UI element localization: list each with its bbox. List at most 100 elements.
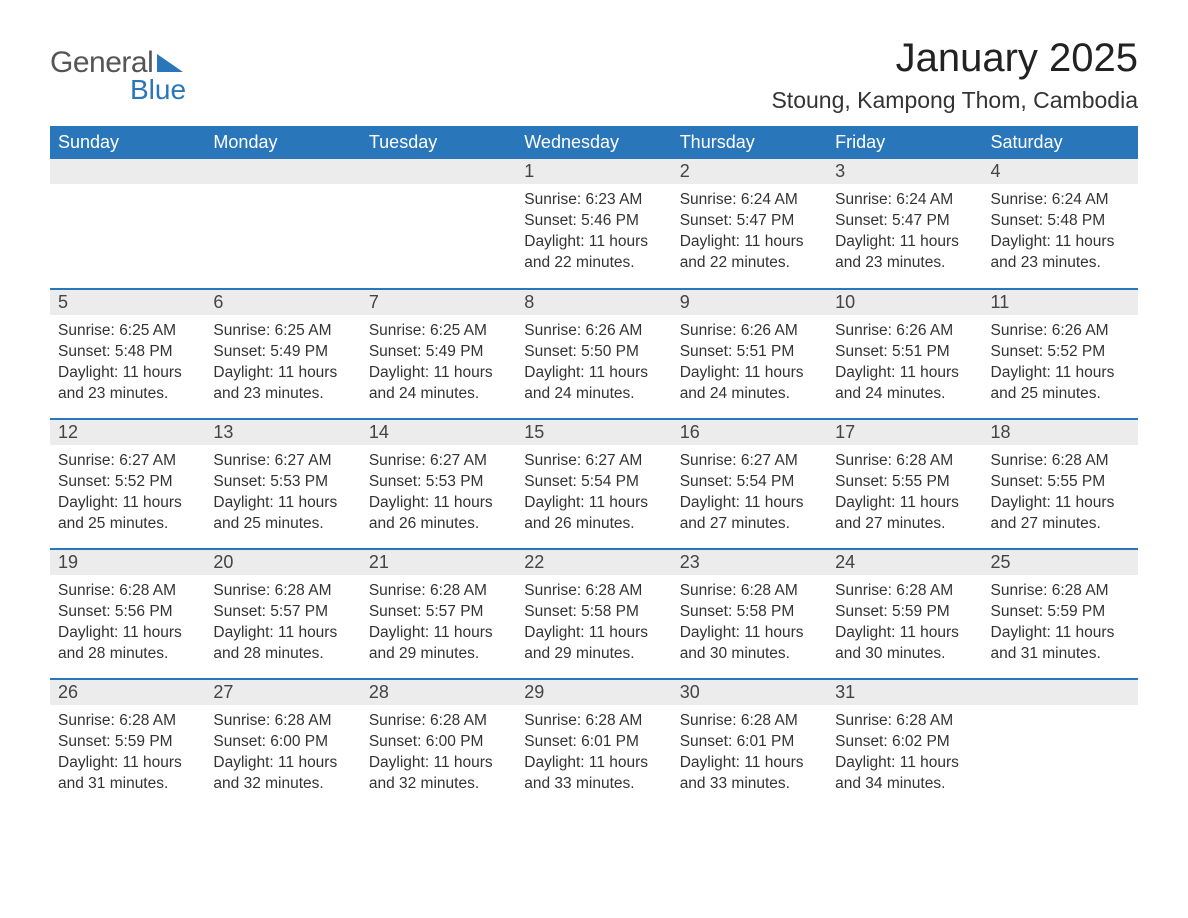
sunrise-label: Sunrise: <box>991 191 1048 208</box>
sunset-value: 6:02 PM <box>892 733 950 750</box>
sunset-line: Sunset: 5:50 PM <box>524 342 663 363</box>
sunrise-label: Sunrise: <box>213 322 270 339</box>
weekday-header: Saturday <box>983 126 1138 159</box>
sunset-line: Sunset: 5:48 PM <box>991 211 1130 232</box>
sunset-line: Sunset: 5:46 PM <box>524 211 663 232</box>
day-number: 28 <box>361 680 516 705</box>
calendar-day-cell: 2Sunrise: 6:24 AMSunset: 5:47 PMDaylight… <box>672 159 827 289</box>
day-body: Sunrise: 6:23 AMSunset: 5:46 PMDaylight:… <box>516 184 671 284</box>
day-body: Sunrise: 6:28 AMSunset: 6:00 PMDaylight:… <box>361 705 516 805</box>
sunset-label: Sunset: <box>369 603 422 620</box>
calendar-day-cell: 7Sunrise: 6:25 AMSunset: 5:49 PMDaylight… <box>361 289 516 419</box>
sunset-value: 5:59 PM <box>115 733 173 750</box>
daylight-label: Daylight: <box>991 233 1051 250</box>
sunrise-line: Sunrise: 6:28 AM <box>213 711 352 732</box>
daylight-label: Daylight: <box>369 364 429 381</box>
sunrise-label: Sunrise: <box>369 452 426 469</box>
sunset-label: Sunset: <box>524 603 577 620</box>
sunrise-label: Sunrise: <box>680 582 737 599</box>
daylight-line: Daylight: 11 hours and 30 minutes. <box>835 623 974 665</box>
daylight-label: Daylight: <box>369 494 429 511</box>
calendar-day-cell: 10Sunrise: 6:26 AMSunset: 5:51 PMDayligh… <box>827 289 982 419</box>
weekday-header: Thursday <box>672 126 827 159</box>
sunset-line: Sunset: 6:02 PM <box>835 732 974 753</box>
day-number: 14 <box>361 420 516 445</box>
sunset-value: 5:47 PM <box>737 212 795 229</box>
sunset-value: 5:55 PM <box>1047 473 1105 490</box>
sunrise-label: Sunrise: <box>369 582 426 599</box>
sunrise-line: Sunrise: 6:27 AM <box>213 451 352 472</box>
sunrise-label: Sunrise: <box>680 452 737 469</box>
sunset-label: Sunset: <box>58 473 111 490</box>
sunset-line: Sunset: 5:52 PM <box>58 472 197 493</box>
sunrise-line: Sunrise: 6:27 AM <box>58 451 197 472</box>
daylight-line: Daylight: 11 hours and 25 minutes. <box>213 493 352 535</box>
daylight-label: Daylight: <box>524 624 584 641</box>
logo-triangle-icon <box>157 54 183 72</box>
day-number: 5 <box>50 290 205 315</box>
sunrise-label: Sunrise: <box>524 582 581 599</box>
sunset-line: Sunset: 5:47 PM <box>680 211 819 232</box>
day-number: 31 <box>827 680 982 705</box>
sunrise-line: Sunrise: 6:27 AM <box>524 451 663 472</box>
day-number: 2 <box>672 159 827 184</box>
day-number: 4 <box>983 159 1138 184</box>
daylight-line: Daylight: 11 hours and 22 minutes. <box>680 232 819 274</box>
sunrise-line: Sunrise: 6:28 AM <box>835 711 974 732</box>
sunset-value: 5:54 PM <box>581 473 639 490</box>
sunrise-line: Sunrise: 6:28 AM <box>524 711 663 732</box>
sunset-value: 5:48 PM <box>1047 212 1105 229</box>
day-body: Sunrise: 6:26 AMSunset: 5:50 PMDaylight:… <box>516 315 671 415</box>
day-number: 8 <box>516 290 671 315</box>
daylight-label: Daylight: <box>58 624 118 641</box>
sunset-line: Sunset: 5:59 PM <box>58 732 197 753</box>
sunset-line: Sunset: 5:47 PM <box>835 211 974 232</box>
sunrise-value: 6:24 AM <box>896 191 953 208</box>
daylight-line: Daylight: 11 hours and 26 minutes. <box>369 493 508 535</box>
day-body: Sunrise: 6:27 AMSunset: 5:54 PMDaylight:… <box>516 445 671 545</box>
daylight-label: Daylight: <box>524 233 584 250</box>
day-body: Sunrise: 6:28 AMSunset: 6:01 PMDaylight:… <box>672 705 827 805</box>
sunset-line: Sunset: 5:57 PM <box>213 602 352 623</box>
sunset-value: 5:47 PM <box>892 212 950 229</box>
day-number: 27 <box>205 680 360 705</box>
sunrise-label: Sunrise: <box>213 712 270 729</box>
weekday-header: Wednesday <box>516 126 671 159</box>
daylight-label: Daylight: <box>680 754 740 771</box>
calendar-week-row: 26Sunrise: 6:28 AMSunset: 5:59 PMDayligh… <box>50 679 1138 809</box>
sunrise-value: 6:25 AM <box>119 322 176 339</box>
calendar-day-cell: 18Sunrise: 6:28 AMSunset: 5:55 PMDayligh… <box>983 419 1138 549</box>
calendar-day-cell <box>361 159 516 289</box>
day-number: 1 <box>516 159 671 184</box>
daylight-label: Daylight: <box>524 364 584 381</box>
sunset-value: 5:57 PM <box>426 603 484 620</box>
sunrise-value: 6:27 AM <box>119 452 176 469</box>
daylight-line: Daylight: 11 hours and 22 minutes. <box>524 232 663 274</box>
daylight-line: Daylight: 11 hours and 33 minutes. <box>524 753 663 795</box>
sunset-line: Sunset: 5:49 PM <box>369 342 508 363</box>
sunset-label: Sunset: <box>213 603 266 620</box>
day-body: Sunrise: 6:27 AMSunset: 5:53 PMDaylight:… <box>361 445 516 545</box>
sunset-value: 6:00 PM <box>426 733 484 750</box>
calendar-day-cell <box>50 159 205 289</box>
calendar-week-row: 5Sunrise: 6:25 AMSunset: 5:48 PMDaylight… <box>50 289 1138 419</box>
calendar-day-cell <box>205 159 360 289</box>
daylight-line: Daylight: 11 hours and 31 minutes. <box>991 623 1130 665</box>
page-header: General Blue January 2025 Stoung, Kampon… <box>50 36 1138 114</box>
day-number: 29 <box>516 680 671 705</box>
sunrise-label: Sunrise: <box>835 191 892 208</box>
daylight-line: Daylight: 11 hours and 24 minutes. <box>524 363 663 405</box>
sunrise-label: Sunrise: <box>835 322 892 339</box>
sunrise-value: 6:27 AM <box>585 452 642 469</box>
daylight-label: Daylight: <box>369 624 429 641</box>
calendar-day-cell: 8Sunrise: 6:26 AMSunset: 5:50 PMDaylight… <box>516 289 671 419</box>
location-subtitle: Stoung, Kampong Thom, Cambodia <box>771 87 1138 114</box>
calendar-day-cell: 4Sunrise: 6:24 AMSunset: 5:48 PMDaylight… <box>983 159 1138 289</box>
daylight-label: Daylight: <box>835 233 895 250</box>
sunrise-line: Sunrise: 6:28 AM <box>58 711 197 732</box>
daylight-line: Daylight: 11 hours and 26 minutes. <box>524 493 663 535</box>
sunset-label: Sunset: <box>369 473 422 490</box>
sunrise-label: Sunrise: <box>524 322 581 339</box>
day-number: 23 <box>672 550 827 575</box>
sunset-value: 5:49 PM <box>270 343 328 360</box>
